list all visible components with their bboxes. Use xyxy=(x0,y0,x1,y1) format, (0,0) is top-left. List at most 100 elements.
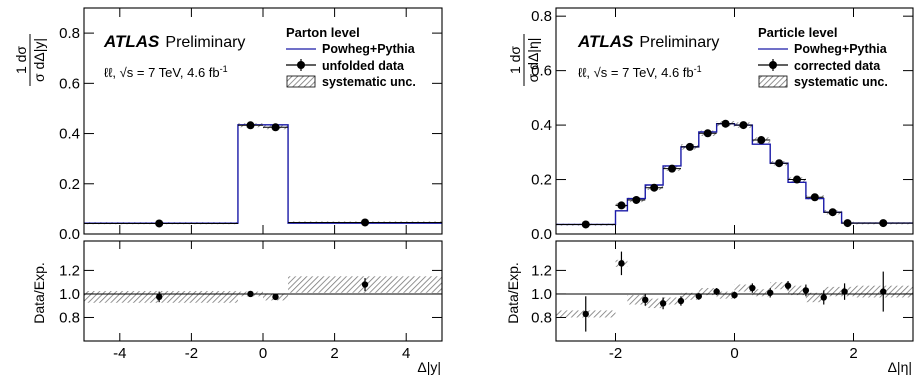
svg-text:ℓℓ, √s = 7 TeV, 4.6 fb-1: ℓℓ, √s = 7 TeV, 4.6 fb-1 xyxy=(104,64,228,80)
right-ratio-point xyxy=(802,287,810,294)
right-ratio-point xyxy=(659,300,667,307)
left-ratio-ytick-label: 1.2 xyxy=(59,262,80,279)
right-ratio-ytick-label: 0.8 xyxy=(531,309,552,326)
left-mc-line xyxy=(84,124,442,224)
left-legend-mc: Powheg+Pythia xyxy=(322,42,416,56)
right-ratio-point xyxy=(784,282,792,289)
svg-text:ℓℓ, √s = 7 TeV, 4.6 fb-1: ℓℓ, √s = 7 TeV, 4.6 fb-1 xyxy=(578,64,702,80)
right-ratio-band xyxy=(680,292,699,300)
left-lumi-exp: -1 xyxy=(220,64,228,74)
right-atlas-preliminary: Preliminary xyxy=(639,34,719,51)
right-data-point xyxy=(843,219,852,228)
right-ratio-point xyxy=(880,288,887,295)
left-ratio-ytick-label: 0.8 xyxy=(59,309,80,326)
left-data-point xyxy=(271,123,280,132)
right-data-point xyxy=(757,136,766,145)
left-data-point xyxy=(361,218,370,227)
right-mc-line xyxy=(556,123,913,226)
right-legend-syst: systematic unc. xyxy=(794,75,888,89)
right-data-point xyxy=(792,175,801,184)
right-ratio-band xyxy=(805,292,824,303)
right-data-point xyxy=(739,121,748,130)
right-ratio-point xyxy=(820,294,827,301)
right-ratio-ytick-label: 1.2 xyxy=(531,262,552,279)
left-data-point xyxy=(155,219,164,228)
right-y-axis-title: 1 dσ σ dΔ|η| xyxy=(507,34,541,86)
right-data-point xyxy=(632,195,641,204)
right-ytick-label: 0.2 xyxy=(531,172,552,189)
right-ratio-point xyxy=(731,291,738,299)
left-ytick-label: 0.8 xyxy=(59,25,80,42)
right-ratio-point xyxy=(677,297,685,305)
left-ratio-point xyxy=(272,293,279,301)
right-data-point xyxy=(650,183,659,192)
right-data-point xyxy=(668,164,677,173)
right-data-point xyxy=(828,208,837,217)
right-xtick-label: 0 xyxy=(730,345,738,362)
right-ratio-band xyxy=(698,288,717,296)
left-channel-label: ℓℓ, √s = 7 TeV, 4.6 fb xyxy=(104,65,220,80)
right-ytick-label: 0.8 xyxy=(531,8,552,25)
right-lumi-exp: -1 xyxy=(694,64,702,74)
right-data-point xyxy=(775,159,784,168)
right-ratio-plot: 0.8 1.0 1.2 -2 0 2 xyxy=(531,240,914,362)
right-ratio-point xyxy=(767,289,774,296)
right-legend-data: corrected data xyxy=(794,59,881,73)
right-legend-header: Particle level xyxy=(758,25,838,40)
right-data-point xyxy=(721,119,730,128)
right-ratio-band xyxy=(627,295,646,305)
right-atlas-word: ATLAS xyxy=(577,32,634,51)
right-chart: 0.0 0.2 0.4 0.6 0.8 0.8 1.0 1.2 -2 0 2 1 dσ σ dΔ|… xyxy=(505,7,914,375)
right-data-point xyxy=(810,193,819,202)
right-ylabel-numerator: 1 dσ xyxy=(507,46,523,74)
left-xlabel: Δ|y| xyxy=(417,359,441,375)
right-ratio-band xyxy=(716,291,735,299)
left-xtick-label: -4 xyxy=(113,345,126,362)
right-xlabel: Δ|η| xyxy=(888,359,912,375)
right-legend-mc: Powheg+Pythia xyxy=(794,42,888,56)
right-data-point xyxy=(879,219,888,228)
right-ratio-point xyxy=(582,310,589,318)
left-ytick-label: 0.0 xyxy=(59,226,80,243)
left-ylabel-numerator: 1 dσ xyxy=(13,46,29,74)
right-ratio-band xyxy=(645,298,664,309)
right-top-plot: 0.0 0.2 0.4 0.6 0.8 xyxy=(531,7,914,243)
left-ratio-ytick-label: 1.0 xyxy=(59,286,80,303)
left-ratio-point xyxy=(247,290,254,298)
right-ratio-band xyxy=(770,282,789,290)
right-ytick-label: 0.6 xyxy=(531,63,552,80)
right-ratio-ytick-label: 1.0 xyxy=(531,286,552,303)
right-data-point xyxy=(617,201,626,210)
right-ratio-point xyxy=(618,260,625,267)
left-legend-syst: systematic unc. xyxy=(322,75,416,89)
right-ratio-band xyxy=(788,285,806,296)
right-ylabel-denominator: σ dΔ|η| xyxy=(525,38,541,83)
right-data-point xyxy=(581,220,590,229)
left-xtick-label: 2 xyxy=(330,345,338,362)
left-ratio-point xyxy=(361,281,369,288)
right-ratio-point xyxy=(749,284,756,292)
right-data-point xyxy=(685,142,694,151)
right-ratio-band xyxy=(734,284,753,292)
right-ytick-label: 0.0 xyxy=(531,226,552,243)
right-ratio-ylabel: Data/Exp. xyxy=(505,262,521,323)
left-y-axis-title: 1 dσ σ dΔ|y| xyxy=(13,34,47,86)
left-xtick-label: -2 xyxy=(185,345,198,362)
right-ratio-band xyxy=(752,289,771,297)
left-data-point xyxy=(246,121,255,130)
left-ytick-label: 0.6 xyxy=(59,75,80,92)
left-ratio-plot: 0.8 1.0 1.2 -4 -2 0 2 4 xyxy=(59,240,443,362)
left-atlas-preliminary: Preliminary xyxy=(165,34,245,51)
right-atlas-label: ATLAS Preliminary ℓℓ, √s = 7 TeV, 4.6 fb-… xyxy=(577,32,719,80)
left-ylabel-denominator: σ dΔ|y| xyxy=(31,38,47,82)
right-xtick-label: -2 xyxy=(609,345,622,362)
left-xtick-label: 4 xyxy=(402,345,410,362)
right-data-point xyxy=(703,129,712,138)
left-legend-header: Parton level xyxy=(286,25,360,40)
right-ytick-label: 0.4 xyxy=(531,117,552,134)
right-ratio-band xyxy=(823,286,854,297)
right-legend: Particle level Powheg+Pythia corrected d… xyxy=(758,25,888,89)
